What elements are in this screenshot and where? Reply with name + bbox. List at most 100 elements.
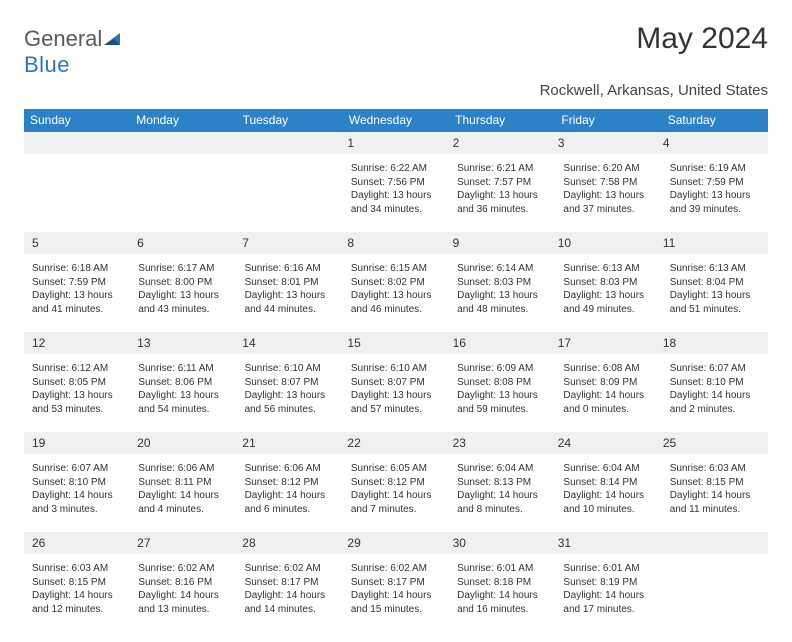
day-sunset: Sunset: 8:14 PM xyxy=(563,476,653,490)
day-header: Tuesday xyxy=(237,109,343,132)
day-cell: Sunrise: 6:13 AMSunset: 8:03 PMDaylight:… xyxy=(555,254,661,332)
week-block: 567891011Sunrise: 6:18 AMSunset: 7:59 PM… xyxy=(24,232,768,332)
day-header: Sunday xyxy=(24,109,130,132)
day-details: Sunrise: 6:02 AMSunset: 8:17 PMDaylight:… xyxy=(347,558,445,620)
day-dl1: Daylight: 14 hours xyxy=(245,589,335,603)
day-sunrise: Sunrise: 6:02 AM xyxy=(351,562,441,576)
day-number: 7 xyxy=(238,234,343,252)
day-sunset: Sunset: 8:13 PM xyxy=(457,476,547,490)
day-number: 18 xyxy=(659,334,764,352)
day-sunrise: Sunrise: 6:03 AM xyxy=(32,562,122,576)
day-dl1: Daylight: 13 hours xyxy=(138,289,228,303)
day-number: 31 xyxy=(554,534,659,552)
day-sunset: Sunset: 8:11 PM xyxy=(138,476,228,490)
day-number xyxy=(28,134,133,152)
day-dl2: and 8 minutes. xyxy=(457,503,547,517)
day-details: Sunrise: 6:19 AMSunset: 7:59 PMDaylight:… xyxy=(666,158,764,220)
day-header-row: Sunday Monday Tuesday Wednesday Thursday… xyxy=(24,109,768,132)
day-details: Sunrise: 6:01 AMSunset: 8:18 PMDaylight:… xyxy=(453,558,551,620)
day-dl2: and 36 minutes. xyxy=(457,203,547,217)
day-sunset: Sunset: 8:09 PM xyxy=(563,376,653,390)
day-dl1: Daylight: 14 hours xyxy=(351,489,441,503)
day-number: 30 xyxy=(449,534,554,552)
day-cell: Sunrise: 6:10 AMSunset: 8:07 PMDaylight:… xyxy=(343,354,449,432)
day-sunset: Sunset: 8:17 PM xyxy=(245,576,335,590)
day-dl2: and 2 minutes. xyxy=(670,403,760,417)
day-sunrise: Sunrise: 6:18 AM xyxy=(32,262,122,276)
day-sunrise: Sunrise: 6:06 AM xyxy=(245,462,335,476)
day-cell: Sunrise: 6:21 AMSunset: 7:57 PMDaylight:… xyxy=(449,154,555,232)
day-dl1: Daylight: 13 hours xyxy=(351,289,441,303)
day-number: 29 xyxy=(343,534,448,552)
day-number: 1 xyxy=(343,134,448,152)
day-dl2: and 0 minutes. xyxy=(563,403,653,417)
day-details: Sunrise: 6:12 AMSunset: 8:05 PMDaylight:… xyxy=(28,358,126,420)
day-cell: Sunrise: 6:03 AMSunset: 8:15 PMDaylight:… xyxy=(662,454,768,532)
day-number: 27 xyxy=(133,534,238,552)
day-sunset: Sunset: 8:04 PM xyxy=(670,276,760,290)
day-dl2: and 43 minutes. xyxy=(138,303,228,317)
logo-word-general: General xyxy=(24,26,102,51)
day-cell: Sunrise: 6:10 AMSunset: 8:07 PMDaylight:… xyxy=(237,354,343,432)
day-dl2: and 10 minutes. xyxy=(563,503,653,517)
day-sunrise: Sunrise: 6:14 AM xyxy=(457,262,547,276)
day-sunrise: Sunrise: 6:07 AM xyxy=(670,362,760,376)
day-sunset: Sunset: 8:02 PM xyxy=(351,276,441,290)
day-sunset: Sunset: 8:08 PM xyxy=(457,376,547,390)
day-cell: Sunrise: 6:01 AMSunset: 8:18 PMDaylight:… xyxy=(449,554,555,632)
day-sunset: Sunset: 8:19 PM xyxy=(563,576,653,590)
day-dl2: and 13 minutes. xyxy=(138,603,228,617)
day-cell: Sunrise: 6:07 AMSunset: 8:10 PMDaylight:… xyxy=(662,354,768,432)
day-number: 20 xyxy=(133,434,238,452)
day-details: Sunrise: 6:06 AMSunset: 8:11 PMDaylight:… xyxy=(134,458,232,520)
day-details: Sunrise: 6:03 AMSunset: 8:15 PMDaylight:… xyxy=(666,458,764,520)
day-dl1: Daylight: 13 hours xyxy=(563,189,653,203)
location-text: Rockwell, Arkansas, United States xyxy=(24,82,768,99)
day-cell xyxy=(237,154,343,232)
day-number-row: 19202122232425 xyxy=(24,432,768,454)
day-header: Friday xyxy=(555,109,661,132)
day-cell: Sunrise: 6:08 AMSunset: 8:09 PMDaylight:… xyxy=(555,354,661,432)
day-cell: Sunrise: 6:06 AMSunset: 8:11 PMDaylight:… xyxy=(130,454,236,532)
title-block: May 2024 xyxy=(636,22,768,56)
day-details: Sunrise: 6:03 AMSunset: 8:15 PMDaylight:… xyxy=(28,558,126,620)
day-cell: Sunrise: 6:05 AMSunset: 8:12 PMDaylight:… xyxy=(343,454,449,532)
day-dl2: and 12 minutes. xyxy=(32,603,122,617)
day-sunrise: Sunrise: 6:20 AM xyxy=(563,162,653,176)
day-cell: Sunrise: 6:14 AMSunset: 8:03 PMDaylight:… xyxy=(449,254,555,332)
day-sunrise: Sunrise: 6:04 AM xyxy=(563,462,653,476)
week-row: Sunrise: 6:12 AMSunset: 8:05 PMDaylight:… xyxy=(24,354,768,432)
day-sunrise: Sunrise: 6:06 AM xyxy=(138,462,228,476)
day-number: 26 xyxy=(28,534,133,552)
day-sunset: Sunset: 7:59 PM xyxy=(670,176,760,190)
day-sunset: Sunset: 8:16 PM xyxy=(138,576,228,590)
day-details: Sunrise: 6:10 AMSunset: 8:07 PMDaylight:… xyxy=(347,358,445,420)
day-details: Sunrise: 6:18 AMSunset: 7:59 PMDaylight:… xyxy=(28,258,126,320)
weeks-container: 1234Sunrise: 6:22 AMSunset: 7:56 PMDayli… xyxy=(24,132,768,632)
day-dl2: and 51 minutes. xyxy=(670,303,760,317)
week-row: Sunrise: 6:22 AMSunset: 7:56 PMDaylight:… xyxy=(24,154,768,232)
day-dl2: and 48 minutes. xyxy=(457,303,547,317)
day-sunrise: Sunrise: 6:10 AM xyxy=(351,362,441,376)
header-row: General Blue May 2024 xyxy=(24,22,768,78)
day-sunrise: Sunrise: 6:11 AM xyxy=(138,362,228,376)
day-dl2: and 57 minutes. xyxy=(351,403,441,417)
day-cell: Sunrise: 6:06 AMSunset: 8:12 PMDaylight:… xyxy=(237,454,343,532)
day-dl2: and 39 minutes. xyxy=(670,203,760,217)
day-cell: Sunrise: 6:04 AMSunset: 8:13 PMDaylight:… xyxy=(449,454,555,532)
day-dl2: and 7 minutes. xyxy=(351,503,441,517)
day-details: Sunrise: 6:08 AMSunset: 8:09 PMDaylight:… xyxy=(559,358,657,420)
day-dl2: and 41 minutes. xyxy=(32,303,122,317)
day-details: Sunrise: 6:07 AMSunset: 8:10 PMDaylight:… xyxy=(666,358,764,420)
day-sunrise: Sunrise: 6:02 AM xyxy=(245,562,335,576)
day-dl1: Daylight: 14 hours xyxy=(138,589,228,603)
day-sunset: Sunset: 7:56 PM xyxy=(351,176,441,190)
day-number: 22 xyxy=(343,434,448,452)
day-number xyxy=(659,534,764,552)
day-sunset: Sunset: 8:12 PM xyxy=(245,476,335,490)
day-dl1: Daylight: 14 hours xyxy=(457,589,547,603)
brand-logo: General Blue xyxy=(24,22,122,78)
day-dl2: and 56 minutes. xyxy=(245,403,335,417)
day-cell: Sunrise: 6:02 AMSunset: 8:17 PMDaylight:… xyxy=(237,554,343,632)
day-details: Sunrise: 6:04 AMSunset: 8:14 PMDaylight:… xyxy=(559,458,657,520)
